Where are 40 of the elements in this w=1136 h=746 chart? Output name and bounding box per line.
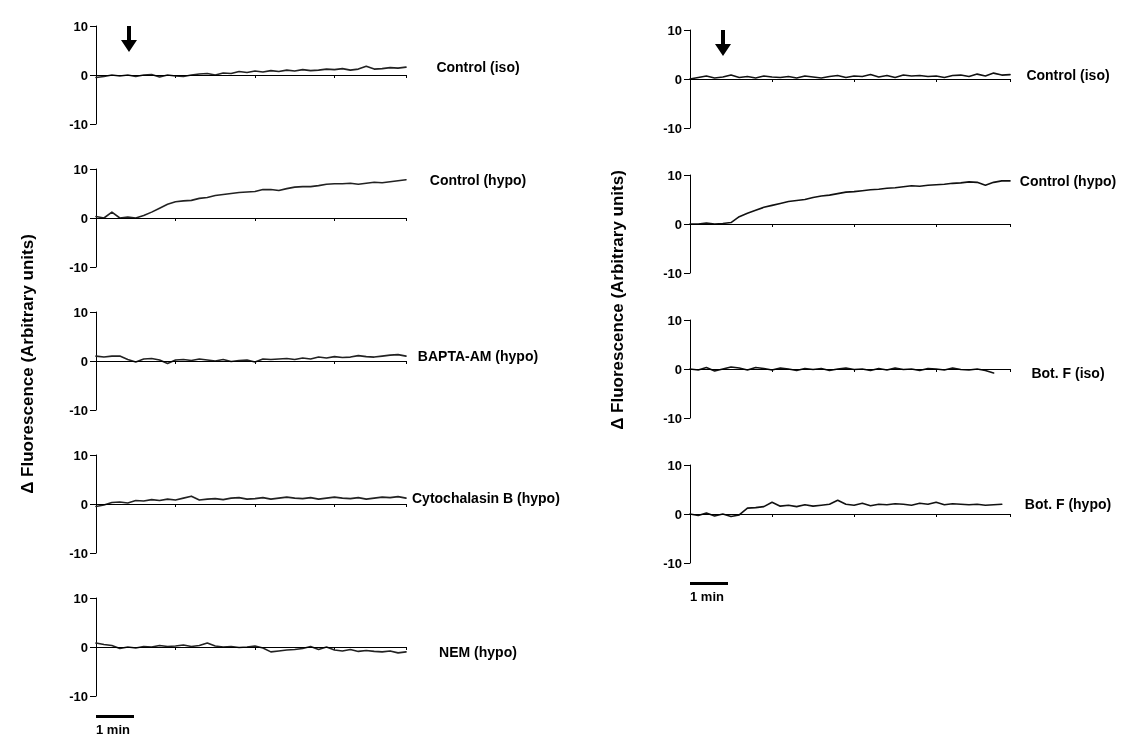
series-label: Control (hypo)	[1019, 172, 1117, 189]
y-tick-label: 10	[73, 590, 88, 606]
y-tick-label: 0	[674, 71, 682, 87]
text: 1 min	[96, 722, 130, 737]
y-tick-label: 10	[667, 22, 682, 38]
y-tick-label: 10	[73, 161, 88, 177]
y-tick-label: 0	[80, 496, 88, 512]
y-tick-label: 0	[80, 67, 88, 83]
y-tick-label: -10	[69, 402, 88, 418]
y-tick-label: 10	[667, 457, 682, 473]
y-tick-label: 0	[674, 216, 682, 232]
y-tick-label: -10	[663, 555, 682, 571]
y-tick-label: 10	[73, 304, 88, 320]
series-label: Cytochalasin B (hypo)	[412, 490, 560, 507]
y-tick-label: -10	[663, 410, 682, 426]
y-tick-label: -10	[663, 120, 682, 136]
y-tick-label: 0	[80, 639, 88, 655]
series-label: Control (hypo)	[429, 171, 527, 188]
series-label: BAPTA-AM (hypo)	[417, 348, 539, 365]
y-axis-title: Δ Fluorescence (Arbitrary units)	[608, 170, 628, 430]
text: NEM (hypo)	[439, 643, 517, 660]
text: Bot. F (iso)	[1031, 364, 1105, 381]
y-tick-label: 10	[667, 312, 682, 328]
y-tick-label: -10	[663, 265, 682, 281]
y-tick-label: -10	[69, 259, 88, 275]
y-tick-label: 10	[73, 447, 88, 463]
y-axis-title: Δ Fluorescence (Arbitrary units)	[18, 233, 38, 494]
series-label: Control (iso)	[1026, 66, 1110, 83]
y-tick-label: 0	[80, 353, 88, 369]
y-tick-label: 10	[73, 18, 88, 34]
y-tick-label: -10	[69, 116, 88, 132]
y-tick-label: -10	[69, 545, 88, 561]
series-label: Bot. F (hypo)	[1024, 496, 1112, 513]
y-tick-label: 0	[674, 506, 682, 522]
y-tick-label: 0	[80, 210, 88, 226]
y-tick-label: -10	[69, 688, 88, 704]
y-tick-label: 10	[667, 167, 682, 183]
text: 1 min	[690, 589, 724, 604]
text: Control (iso)	[436, 59, 520, 76]
y-tick-label: 0	[674, 361, 682, 377]
